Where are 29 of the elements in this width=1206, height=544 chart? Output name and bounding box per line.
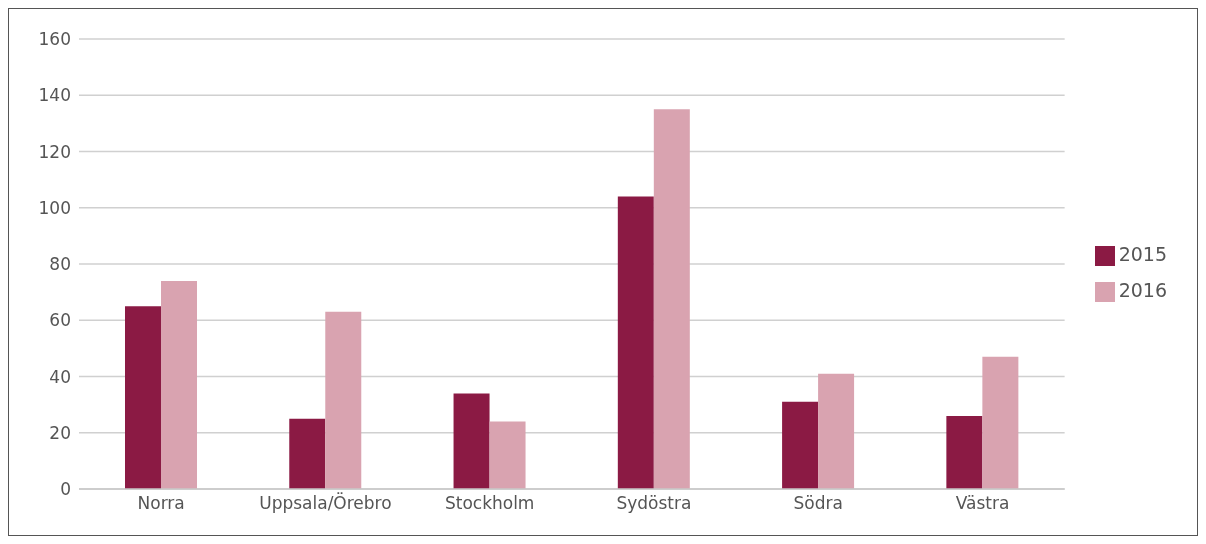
y-tick-label: 0: [60, 479, 71, 500]
y-tick-label: 120: [38, 141, 71, 162]
bar: [617, 196, 654, 489]
y-tick-label: 40: [49, 366, 71, 387]
x-tick-label: Norra: [137, 493, 185, 514]
bar: [782, 401, 819, 489]
y-tick-label: 140: [38, 85, 71, 106]
x-tick-label: Sydöstra: [616, 493, 692, 514]
bar: [653, 109, 690, 489]
bar: [982, 356, 1019, 489]
x-tick-label: Uppsala/Örebro: [259, 492, 392, 514]
y-tick-label: 20: [49, 422, 71, 443]
legend-label: 2015: [1118, 243, 1167, 265]
bar: [289, 418, 326, 489]
x-tick-label: Västra: [955, 493, 1010, 514]
y-tick-label: 60: [49, 310, 71, 331]
bar: [489, 421, 526, 489]
y-tick-label: 80: [49, 254, 71, 275]
x-tick-label: Stockholm: [444, 493, 535, 514]
bar: [946, 415, 983, 489]
bar: [161, 280, 197, 489]
bar: [125, 306, 161, 489]
x-tick-label: Södra: [793, 493, 843, 514]
legend-label: 2016: [1118, 279, 1167, 301]
bar: [818, 373, 855, 489]
y-tick-label: 100: [38, 197, 71, 218]
bar: [325, 311, 362, 489]
y-tick-label: 160: [38, 29, 71, 50]
bar: [453, 393, 490, 489]
